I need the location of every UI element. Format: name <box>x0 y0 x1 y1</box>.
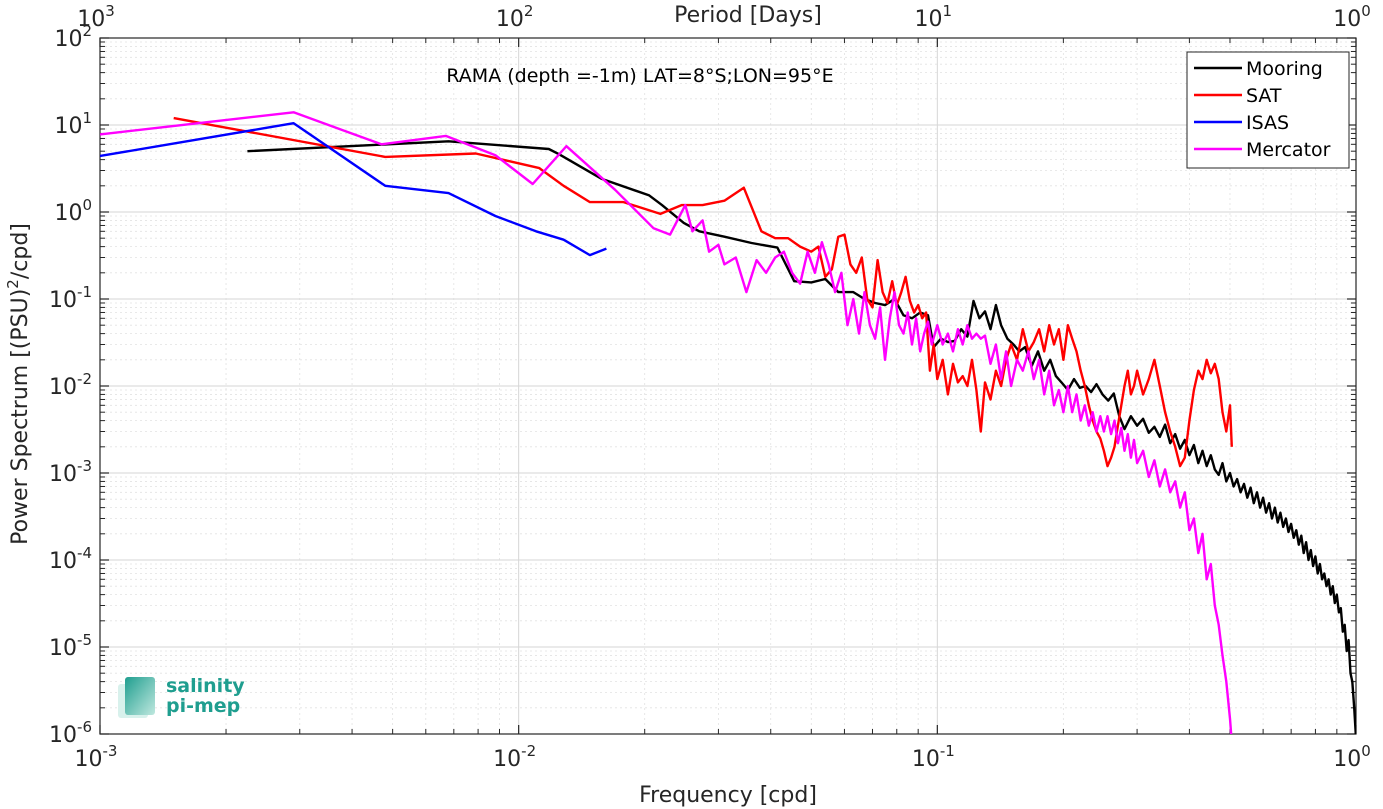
top-tick-label-base: 10 <box>1333 7 1361 32</box>
station-annotation: RAMA (depth =-1m) LAT=8°S;LON=95°E <box>446 65 833 87</box>
y-tick-label-base: 10 <box>54 114 82 139</box>
x-tick-label-base: 10 <box>75 747 103 772</box>
y-tick-label: 102 <box>54 22 92 52</box>
y-tick-label-base: 10 <box>49 549 77 574</box>
top-tick-label-base: 10 <box>915 7 943 32</box>
top-tick-label-exponent: 1 <box>943 2 953 20</box>
top-tick-label: 101 <box>915 2 953 32</box>
x-tick-label-exponent: -2 <box>521 742 536 760</box>
y-tick-label: 10-4 <box>49 544 92 574</box>
series-line-sat <box>173 116 1233 468</box>
legend: Mooring SAT ISAS Mercator <box>1186 51 1350 169</box>
legend-label-mercator: Mercator <box>1246 139 1331 161</box>
y-axis-label-main: Power Spectrum [(PSU) <box>8 289 33 545</box>
y-tick-label-base: 10 <box>54 201 82 226</box>
x-tick-label-exponent: 0 <box>1361 742 1371 760</box>
top-tick-label: 102 <box>496 2 534 32</box>
series-line-mercator <box>100 111 1233 734</box>
y-tick-label: 100 <box>54 196 92 226</box>
y-axis-label-superscript: 2 <box>4 279 22 289</box>
y-axis-label: Power Spectrum [(PSU)2/cpd] <box>4 223 33 545</box>
y-tick-label-exponent: -6 <box>77 718 92 736</box>
y-tick-label-exponent: -2 <box>77 370 92 388</box>
tick-marks <box>99 37 1357 735</box>
top-tick-label: 100 <box>1333 2 1371 32</box>
y-tick-label-base: 10 <box>49 288 77 313</box>
y-tick-label-exponent: -3 <box>77 457 92 475</box>
y-tick-label-exponent: 0 <box>82 196 92 214</box>
top-tick-label-base: 10 <box>496 7 524 32</box>
top-tick-label-exponent: 3 <box>105 2 115 20</box>
series-layer <box>100 111 1356 734</box>
y-tick-label: 10-6 <box>49 718 92 748</box>
x-tick-label-exponent: -3 <box>103 742 118 760</box>
top-tick-label-exponent: 2 <box>524 2 534 20</box>
y-tick-label-exponent: -1 <box>77 283 92 301</box>
y-tick-label: 101 <box>54 109 92 139</box>
y-tick-label: 10-1 <box>49 283 92 313</box>
grid <box>99 38 1356 735</box>
y-tick-label-base: 10 <box>49 375 77 400</box>
x-tick-label-exponent: -1 <box>940 742 955 760</box>
y-axis-label-tail: /cpd] <box>8 223 33 279</box>
y-tick-label: 10-2 <box>49 370 92 400</box>
y-tick-label-base: 10 <box>49 462 77 487</box>
top-tick-label-exponent: 0 <box>1361 2 1371 20</box>
logo-text-salinity: salinity <box>166 675 245 697</box>
x-tick-label: 10-2 <box>493 742 536 772</box>
y-tick-label-exponent: 2 <box>82 22 92 40</box>
legend-label-isas: ISAS <box>1246 112 1289 134</box>
y-tick-label: 10-5 <box>49 631 92 661</box>
y-tick-label-exponent: -5 <box>77 631 92 649</box>
y-tick-label-base: 10 <box>49 636 77 661</box>
logo-wave-front <box>125 677 155 715</box>
salinity-pi-mep-logo: salinity pi-mep <box>118 675 245 718</box>
legend-label-sat: SAT <box>1246 85 1282 107</box>
top-axis-label: Period [Days] <box>674 3 822 28</box>
y-tick-label-exponent: 1 <box>82 109 92 127</box>
x-tick-label-base: 10 <box>493 747 521 772</box>
x-axis-label: Frequency [cpd] <box>639 783 817 808</box>
x-tick-label: 100 <box>1333 742 1371 772</box>
x-tick-label-base: 10 <box>912 747 940 772</box>
series-line-isas <box>100 121 607 257</box>
top-tick-label-base: 10 <box>77 7 105 32</box>
legend-label-mooring: Mooring <box>1246 58 1323 80</box>
logo-text-pi-mep: pi-mep <box>166 695 240 717</box>
top-tick-label: 103 <box>77 2 115 32</box>
x-tick-label-base: 10 <box>1333 747 1361 772</box>
y-tick-label: 10-3 <box>49 457 92 487</box>
x-tick-label: 10-1 <box>912 742 955 772</box>
y-tick-label-base: 10 <box>49 723 77 748</box>
y-tick-label-exponent: -4 <box>77 544 92 562</box>
x-tick-label: 10-3 <box>75 742 118 772</box>
y-tick-label-base: 10 <box>54 27 82 52</box>
